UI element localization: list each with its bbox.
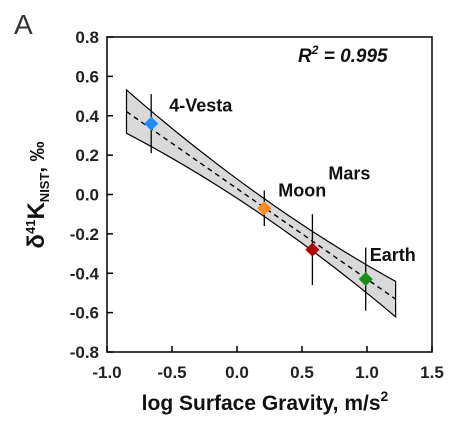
y-axis-title-element: K: [23, 202, 50, 220]
confidence-band-layer: [125, 88, 397, 319]
data-point: [144, 116, 159, 131]
r2-prefix: R: [298, 46, 312, 67]
point-label: 4-Vesta: [169, 96, 233, 116]
y-axis-title: δ41KNIST, ‰: [23, 141, 52, 248]
x-tick-label: -1.0: [92, 363, 121, 382]
y-tick-label: -0.2: [70, 225, 99, 244]
data-point: [358, 272, 373, 287]
point-label: Earth: [370, 245, 416, 265]
confidence-band: [125, 88, 397, 319]
y-axis-title-iso: 41: [23, 220, 38, 234]
y-axis-title-delta: δ: [23, 234, 50, 249]
y-tick-label: 0.8: [75, 28, 99, 47]
x-tick-label: 0.0: [225, 363, 249, 382]
x-tick-label: 0.5: [290, 363, 314, 382]
r2-superscript: 2: [311, 43, 319, 57]
data-point: [257, 201, 272, 216]
y-tick-label: -0.8: [70, 343, 99, 362]
x-axis-title-text: log Surface Gravity, m/s: [142, 392, 381, 415]
y-tick-label: 0.6: [75, 67, 99, 86]
r2-value: = 0.995: [318, 46, 388, 67]
x-tick-label: 1.5: [420, 363, 444, 382]
y-tick-label: 0.2: [75, 146, 99, 165]
y-tick-label: 0.0: [75, 186, 99, 205]
y-tick-label: -0.4: [70, 264, 100, 283]
y-tick-label: -0.6: [70, 304, 99, 323]
x-axis-title: log Surface Gravity, m/s2: [142, 388, 389, 415]
y-axis-title-sub: NIST: [37, 173, 52, 203]
x-tick-label: -0.5: [157, 363, 186, 382]
point-label: Moon: [278, 180, 326, 200]
point-label: Mars: [328, 164, 370, 184]
y-axis-title-unit: , ‰: [27, 141, 49, 172]
r2-annotation: R2 = 0.995: [298, 43, 388, 67]
ticks-layer: -1.0 -0.5 0.0 0.5 1.0 1.5 0.8 0.6 0.4 0.2 0.0 -0.2 -…: [70, 28, 444, 382]
x-tick-label: 1.0: [355, 363, 379, 382]
y-tick-label: 0.4: [75, 107, 99, 126]
data-point: [305, 242, 320, 257]
panel-label: A: [14, 9, 33, 40]
x-axis-title-sup: 2: [381, 388, 389, 404]
